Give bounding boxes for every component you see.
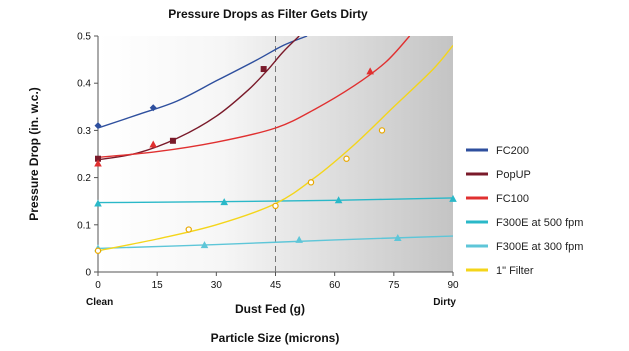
data-point-popup [95, 155, 101, 162]
y-tick-label: 0.5 [77, 32, 91, 43]
data-point-1-filter [272, 202, 279, 210]
legend-label-popup: PopUP [496, 169, 531, 181]
data-point-fc200 [94, 122, 102, 130]
tick-labels: 0 0.1 0.2 0.3 0.4 0.5 0 15 30 45 60 75 90 [77, 32, 459, 292]
legend-label-f300e-at-300-fpm: F300E at 300 fpm [496, 241, 583, 253]
series-line-f300e-at-300-fpm [98, 235, 453, 250]
legend-label-1-filter: 1" Filter [496, 265, 534, 277]
series-line-f300e-at-500-fpm [98, 197, 453, 204]
y-tick-label: 0.4 [77, 79, 91, 90]
data-point-f300e-at-500-fpm [94, 199, 102, 207]
series-curves [98, 36, 453, 252]
x-axis-label: Dust Fed (g) [235, 302, 305, 316]
data-point-fc100 [366, 67, 374, 75]
y-tick-label: 0 [85, 268, 91, 279]
footer-label: Particle Size (microns) [211, 331, 340, 345]
data-point-fc200 [149, 104, 157, 112]
x-tick-label: 45 [270, 280, 282, 291]
data-point-f300e-at-300-fpm [200, 241, 209, 249]
data-point-fc100 [94, 159, 102, 167]
data-point-1-filter [343, 155, 350, 162]
x-tick-label: 75 [388, 280, 400, 291]
data-point-f300e-at-300-fpm [393, 234, 402, 242]
x-end-label-left: Clean [86, 297, 113, 308]
legend-label-f300e-at-500-fpm: F300E at 500 fpm [496, 217, 583, 229]
series-line-fc100 [98, 36, 411, 158]
x-end-label-right: Dirty [433, 297, 456, 308]
data-point-f300e-at-300-fpm [295, 235, 303, 243]
data-point-1-filter [307, 179, 315, 186]
y-tick-label: 0.3 [77, 126, 91, 137]
x-tick-label: 90 [447, 280, 459, 291]
legend-label-fc100: FC100 [496, 193, 529, 205]
x-tick-label: 15 [152, 280, 164, 291]
series-line-1-filter [98, 44, 453, 252]
chart-title: Pressure Drops as Filter Gets Dirty [168, 7, 368, 21]
y-axis-label: Pressure Drop (in. w.c.) [27, 87, 41, 221]
x-tick-label: 60 [329, 280, 341, 291]
data-point-f300e-at-500-fpm [449, 194, 457, 202]
data-point-popup [260, 66, 267, 73]
x-tick-label: 30 [211, 280, 223, 291]
legend: FC200 PopUP FC100 F300E at 500 fpm F300E at … [466, 145, 583, 277]
data-point-fc100 [149, 140, 158, 148]
data-point-1-filter [378, 127, 386, 134]
data-point-popup [169, 137, 176, 144]
x-tick-label: 0 [95, 280, 101, 291]
data-point-1-filter [185, 226, 192, 233]
legend-label-fc200: FC200 [496, 145, 529, 157]
series-line-fc200 [98, 36, 308, 129]
plot-area [98, 36, 453, 272]
data-point-f300e-at-500-fpm [220, 198, 229, 206]
series-markers [94, 66, 457, 254]
y-tick-label: 0.2 [77, 173, 91, 184]
data-point-f300e-at-500-fpm [334, 196, 343, 204]
y-tick-label: 0.1 [77, 220, 91, 231]
data-point-1-filter [94, 247, 102, 254]
series-line-popup [98, 36, 300, 161]
